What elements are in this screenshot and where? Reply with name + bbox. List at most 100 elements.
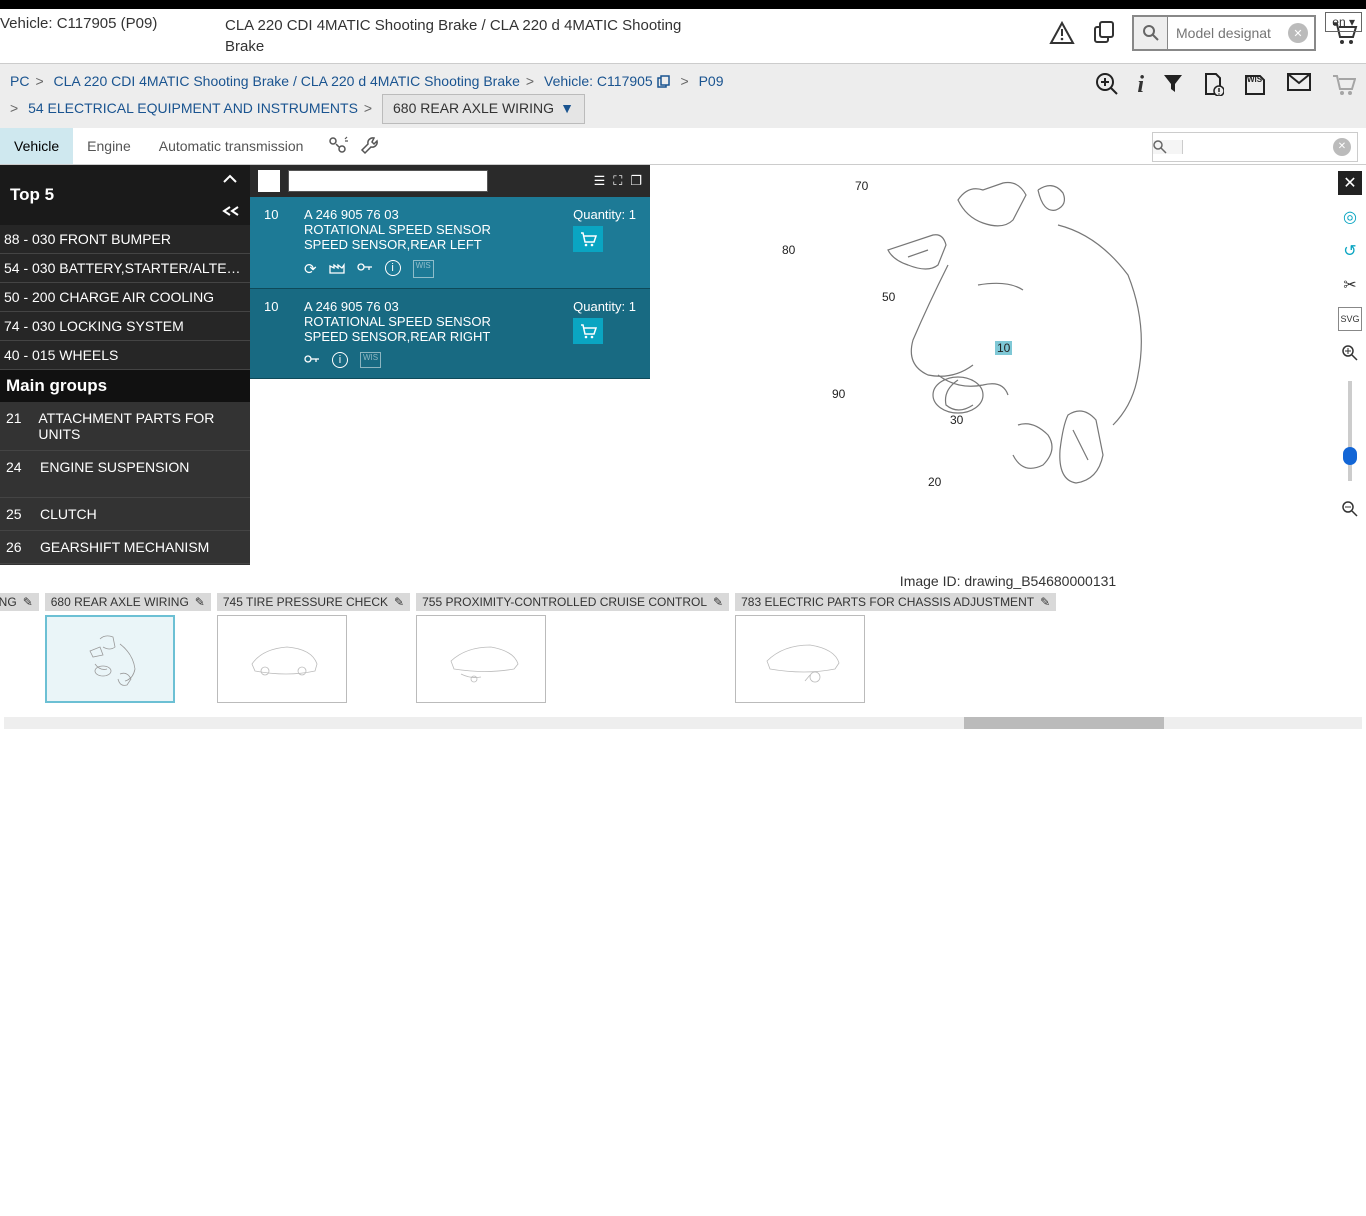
sidebar: Top 5 88 - 030 FRONT BUMPER 54 - 030 BAT… [0,165,250,565]
thumb-item[interactable]: 755 PROXIMITY-CONTROLLED CRUISE CONTROL✎ [416,593,729,703]
popout-icon[interactable]: ❐ [630,173,642,189]
top5-item[interactable]: 88 - 030 FRONT BUMPER [0,225,250,254]
doc-alert-icon[interactable] [1202,72,1224,99]
tab-vehicle[interactable]: Vehicle [0,128,73,164]
svg-icon[interactable]: SVG [1338,307,1362,331]
edit-icon[interactable]: ✎ [1040,595,1050,609]
filter-icon[interactable] [1162,72,1184,99]
callout-30: 30 [950,413,963,427]
callout-80: 80 [782,243,795,257]
part-qty: Quantity: 1 [573,207,636,222]
top5-header[interactable]: Top 5 [0,165,250,225]
key-icon[interactable] [357,260,373,278]
callout-90: 90 [832,387,845,401]
crumb-p09[interactable]: P09 [699,73,724,89]
header: Vehicle: C117905 (P09) CLA 220 CDI 4MATI… [0,9,1366,64]
maingroups-header: Main groups [0,370,250,402]
drawing-canvas[interactable]: 70 80 50 10 90 30 20 ✕ ◎ ↺ ✂ SVG Image I… [650,165,1366,565]
mg-item[interactable]: 27MB AUTOMATIC TRANSMISSION [0,564,250,565]
callout-20: 20 [928,475,941,489]
edit-icon[interactable]: ✎ [713,595,723,609]
target-icon[interactable]: ◎ [1338,205,1362,229]
edit-icon[interactable]: ✎ [195,595,205,609]
zoom-in-icon[interactable] [1338,341,1362,365]
parts-header: ☰ ⛶ ❐ [250,165,650,197]
part-number: A 246 905 76 03 [304,207,555,222]
crumb-model[interactable]: CLA 220 CDI 4MATIC Shooting Brake / CLA … [54,73,520,89]
model-title: CLA 220 CDI 4MATIC Shooting Brake / CLA … [225,15,705,57]
zoom-out-icon[interactable] [1338,497,1362,521]
wis-small-icon[interactable]: WIS [413,260,434,278]
top5-item[interactable]: 50 - 200 CHARGE AIR COOLING [0,283,250,312]
tab-transmission[interactable]: Automatic transmission [145,128,318,164]
part-row[interactable]: 10 A 246 905 76 03 ROTATIONAL SPEED SENS… [250,197,650,289]
crumb-group[interactable]: 54 ELECTRICAL EQUIPMENT AND INSTRUMENTS [28,100,358,116]
cart-disabled-icon [1330,72,1356,99]
key-icon[interactable] [304,352,320,368]
mg-item[interactable]: 24ENGINE SUSPENSION [0,451,250,498]
thumbnails-row[interactable]: XLE WIRING✎ 680 REAR AXLE WIRING✎ 745 TI… [0,593,1366,713]
clear-icon[interactable]: ✕ [1288,23,1308,43]
info-icon[interactable]: i [332,352,348,368]
svg-text:WIS: WIS [1247,75,1263,84]
wis-icon[interactable]: WIS [1242,72,1268,99]
expand-icon[interactable]: ⛶ [613,173,622,189]
thumb-item[interactable]: 680 REAR AXLE WIRING✎ [45,593,211,703]
info-icon[interactable]: i [385,260,401,276]
refresh-icon[interactable]: ⟳ [304,260,317,278]
history-icon[interactable]: ↺ [1338,239,1362,263]
factory-icon[interactable] [329,260,345,278]
top5-item[interactable]: 54 - 030 BATTERY,STARTER/ALTERNAT... [0,254,250,283]
crossed-tools-icon[interactable]: ✂ [1338,273,1362,297]
edit-icon[interactable]: ✎ [394,595,404,609]
crumb-pc[interactable]: PC [10,73,29,89]
crumb-current[interactable]: 680 REAR AXLE WIRING▼ [382,94,585,124]
model-search-input[interactable] [1168,17,1288,49]
callout-10[interactable]: 10 [995,341,1012,355]
mail-icon[interactable] [1286,72,1312,99]
parts-search-input[interactable] [288,170,488,192]
tab-bar: Vehicle Engine Automatic transmission ✕ [0,128,1366,165]
callout-70: 70 [855,179,868,193]
search-icon[interactable] [1134,17,1168,49]
horizontal-scrollbar[interactable] [4,717,1362,729]
list-icon[interactable]: ☰ [594,173,606,189]
parts-filter-box[interactable] [258,170,280,192]
part-qty: Quantity: 1 [573,299,636,314]
part-desc: ROTATIONAL SPEED SENSOR [304,222,555,237]
canvas-toolbar: ✕ ◎ ↺ ✂ SVG [1338,171,1362,521]
breadcrumb-bar: PC> CLA 220 CDI 4MATIC Shooting Brake / … [0,64,1366,128]
search-icon[interactable] [1153,140,1183,154]
mg-item[interactable]: 25CLUTCH [0,498,250,531]
config-icon[interactable] [327,135,349,157]
tab-engine[interactable]: Engine [73,128,145,164]
part-sub: SPEED SENSOR,REAR LEFT [304,237,555,252]
thumb-item[interactable]: XLE WIRING✎ [0,593,39,703]
thumb-item[interactable]: 783 ELECTRIC PARTS FOR CHASSIS ADJUSTMEN… [735,593,1056,703]
wrench-icon[interactable] [359,135,381,157]
mg-item[interactable]: 26GEARSHIFT MECHANISM [0,531,250,564]
mg-item[interactable]: 21ATTACHMENT PARTS FOR UNITS [0,402,250,451]
model-search[interactable]: ✕ [1132,15,1316,51]
warning-icon[interactable] [1048,19,1076,47]
part-desc: ROTATIONAL SPEED SENSOR [304,314,555,329]
top5-item[interactable]: 40 - 015 WHEELS [0,341,250,370]
info-icon[interactable]: i [1137,72,1144,99]
add-cart-button[interactable] [573,226,603,252]
crumb-vehicle[interactable]: Vehicle: C117905 [544,73,653,89]
clear-icon[interactable]: ✕ [1333,138,1351,156]
thumb-item[interactable]: 745 TIRE PRESSURE CHECK✎ [217,593,410,703]
add-cart-button[interactable] [573,318,603,344]
tab-search[interactable]: ✕ [1152,132,1358,162]
part-pos: 10 [264,299,286,344]
copy-icon[interactable] [1090,19,1118,47]
tab-search-input[interactable] [1183,133,1333,161]
top5-item[interactable]: 74 - 030 LOCKING SYSTEM [0,312,250,341]
zoom-in-icon[interactable] [1095,72,1119,99]
close-panel-icon[interactable]: ✕ [1338,171,1362,195]
edit-icon[interactable]: ✎ [23,595,33,609]
wis-small-icon[interactable]: WIS [360,352,381,368]
language-select[interactable]: en ▾ [1325,12,1362,32]
part-row[interactable]: 10 A 246 905 76 03 ROTATIONAL SPEED SENS… [250,289,650,379]
zoom-slider[interactable] [1348,381,1352,481]
